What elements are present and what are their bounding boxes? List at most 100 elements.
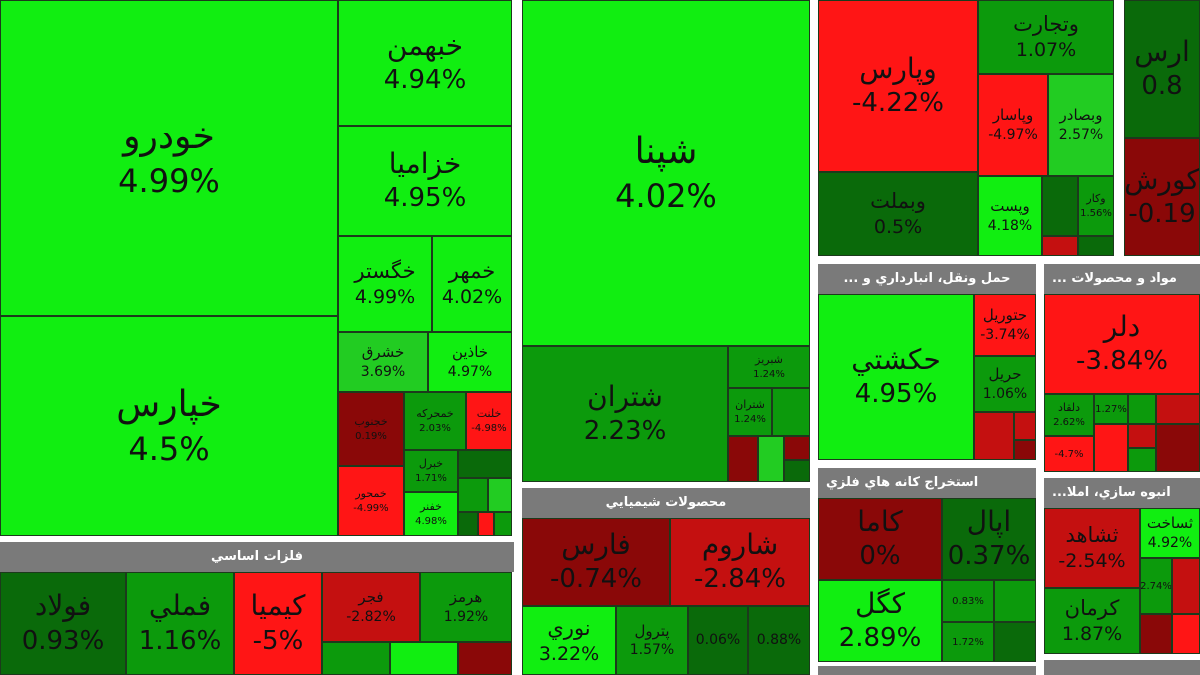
tile-sakht[interactable]: ثساخت 4.92%	[1140, 508, 1200, 558]
tile-d-small2[interactable]: 1.27%	[1094, 394, 1128, 424]
tile-small-b[interactable]	[458, 478, 488, 512]
tile-khlent[interactable]: خلنت -4.98%	[466, 392, 512, 450]
tile-small-s[interactable]	[1156, 394, 1200, 424]
tile-small-l[interactable]	[1042, 176, 1078, 236]
tile-noori[interactable]: نوري 3.22%	[522, 606, 616, 675]
tile-kerman-name: كرمان	[1064, 596, 1120, 620]
tile-d-small2-pct: 1.27%	[1095, 403, 1127, 415]
tile-khazamia[interactable]: خزاميا 4.95%	[338, 126, 512, 236]
tile-t-small1[interactable]: 2.74%	[1140, 558, 1172, 614]
tile-hnoor[interactable]: حتوريل -3.74%	[974, 294, 1036, 356]
tile-khmehvar[interactable]: خمحور -4.99%	[338, 466, 404, 536]
tile-khkhat-name: خفنر	[420, 500, 442, 514]
tile-small-i[interactable]	[758, 436, 784, 482]
tile-small-a[interactable]	[458, 450, 512, 478]
tile-small-m[interactable]	[1042, 236, 1078, 256]
tile-khkhat[interactable]: خفنر 4.98%	[404, 492, 458, 536]
tile-kanal[interactable]: اپال 0.37%	[942, 498, 1036, 580]
tile-c-small2[interactable]: 0.88%	[748, 606, 810, 675]
tile-baspol-name: پترول	[634, 621, 670, 640]
tile-small-ab[interactable]	[1172, 614, 1200, 654]
tile-small-j[interactable]	[784, 436, 810, 460]
sector-transport-header[interactable]: ... حمل ونقل، انبارداري و	[818, 264, 1036, 294]
tile-small-y[interactable]	[994, 622, 1036, 662]
tile-haksheti[interactable]: حكشتي 4.95%	[818, 294, 974, 460]
tile-hpl[interactable]: حريل 1.06%	[974, 356, 1036, 412]
tile-khodro[interactable]: خودرو 4.99%	[0, 0, 338, 316]
sector-construction-header[interactable]: ...انبوه سازي، املا	[1044, 478, 1200, 508]
tile-small-v[interactable]	[1128, 448, 1156, 472]
tile-vsadar[interactable]: وبصادر 2.57%	[1048, 74, 1114, 176]
tile-small-r[interactable]	[1128, 394, 1156, 424]
tile-vkar[interactable]: وكار 1.56%	[1078, 176, 1114, 236]
tile-khazin[interactable]: خاذين 4.97%	[428, 332, 512, 392]
tile-vkar-name: وكار	[1086, 192, 1106, 206]
tile-ra-edge2[interactable]: كورش -0.19	[1124, 138, 1200, 256]
tile-small-u[interactable]	[1128, 424, 1156, 448]
tile-vpost[interactable]: وپست 4.18%	[978, 176, 1042, 256]
tile-small-h[interactable]	[728, 436, 758, 482]
sector-bottom-strip-2-header[interactable]	[1044, 660, 1200, 675]
tile-small-e[interactable]	[478, 512, 494, 536]
tile-hormoz[interactable]: هرمز 1.92%	[420, 572, 512, 642]
tile-d-small1[interactable]: دلقاد 2.62%	[1044, 394, 1094, 436]
tile-shepna[interactable]: شپنا 4.02%	[522, 0, 810, 346]
tile-d-small3[interactable]: -4.7%	[1044, 436, 1094, 472]
tile-k-small1[interactable]: 0.83%	[942, 580, 994, 622]
sector-materials-header[interactable]: ... مواد و محصولات	[1044, 264, 1200, 294]
tile-vbasar[interactable]: وپاسار -4.97%	[978, 74, 1048, 176]
tile-small-t[interactable]	[1094, 424, 1128, 472]
tile-small-aa[interactable]	[1140, 614, 1172, 654]
tile-vtejarat[interactable]: وتجارت 1.07%	[978, 0, 1114, 74]
sector-basic-metals-header[interactable]: فلزات اساسي	[0, 542, 514, 572]
sector-bottom-strip-1-header[interactable]	[818, 666, 1036, 675]
tile-khjonoob[interactable]: خجنوب 0.19%	[338, 392, 404, 466]
tile-shetran[interactable]: شتران 2.23%	[522, 346, 728, 482]
tile-kama[interactable]: كاما 0%	[818, 498, 942, 580]
tile-khbahman[interactable]: خبهمن 4.94%	[338, 0, 512, 126]
tile-shesfahan[interactable]: شتران 1.24%	[728, 388, 772, 436]
tile-small-z[interactable]	[1172, 558, 1200, 614]
tile-vmellat[interactable]: وبملت 0.5%	[818, 172, 978, 256]
tile-kerman[interactable]: كرمان 1.87%	[1044, 588, 1140, 654]
tile-khmohareke[interactable]: خمحركه 2.03%	[404, 392, 466, 450]
tile-small-n[interactable]	[1078, 236, 1114, 256]
tile-fjar[interactable]: فجر -2.82%	[322, 572, 420, 642]
tile-small-q[interactable]	[1014, 440, 1036, 460]
tile-c-small1[interactable]: 0.06%	[688, 606, 748, 675]
tile-khshargh[interactable]: خشرق 3.69%	[338, 332, 428, 392]
tile-k-small2[interactable]: 1.72%	[942, 622, 994, 662]
tile-small-ac[interactable]	[322, 642, 390, 675]
tile-shabriz[interactable]: شبريز 1.24%	[728, 346, 810, 388]
tile-shahed[interactable]: ثشاهد -2.54%	[1044, 508, 1140, 588]
tile-khgostar[interactable]: خگستر 4.99%	[338, 236, 432, 332]
tile-fjar-pct: -2.82%	[346, 608, 396, 625]
tile-khpars[interactable]: خپارس 4.5%	[0, 316, 338, 536]
tile-small-f[interactable]	[494, 512, 512, 536]
tile-small-ae[interactable]	[458, 642, 512, 675]
tile-khmehr[interactable]: خمهر 4.02%	[432, 236, 512, 332]
sector-chemicals-header[interactable]: محصولات شيميايي	[522, 488, 810, 518]
tile-small-g[interactable]	[772, 388, 810, 436]
tile-small-x[interactable]	[994, 580, 1036, 622]
tile-small-o[interactable]	[974, 412, 1014, 460]
tile-small-d[interactable]	[458, 512, 478, 536]
tile-fars[interactable]: فارس -0.74%	[522, 518, 670, 606]
tile-small-k[interactable]	[784, 460, 810, 482]
tile-small-c[interactable]	[488, 478, 512, 512]
tile-small-w[interactable]	[1156, 424, 1200, 472]
tile-baspol[interactable]: پترول 1.57%	[616, 606, 688, 675]
tile-kgol[interactable]: كگل 2.89%	[818, 580, 942, 662]
sector-mining-header[interactable]: استخراج كانه هاي فلزي	[818, 468, 1036, 498]
tile-dlar[interactable]: دلر -3.84%	[1044, 294, 1200, 394]
tile-ra-edge1[interactable]: ارس 0.8	[1124, 0, 1200, 138]
tile-kimia[interactable]: كيميا -5%	[234, 572, 322, 675]
tile-foolad[interactable]: فولاد 0.93%	[0, 572, 126, 675]
tile-small-p[interactable]	[1014, 412, 1036, 440]
tile-vpars[interactable]: وپارس -4.22%	[818, 0, 978, 172]
tile-sharoom[interactable]: شاروم -2.84%	[670, 518, 810, 606]
tile-t-small1-pct: 2.74%	[1140, 580, 1172, 592]
tile-femli[interactable]: فملي 1.16%	[126, 572, 234, 675]
tile-small-ad[interactable]	[390, 642, 458, 675]
tile-khtoos[interactable]: خبرل 1.71%	[404, 450, 458, 492]
